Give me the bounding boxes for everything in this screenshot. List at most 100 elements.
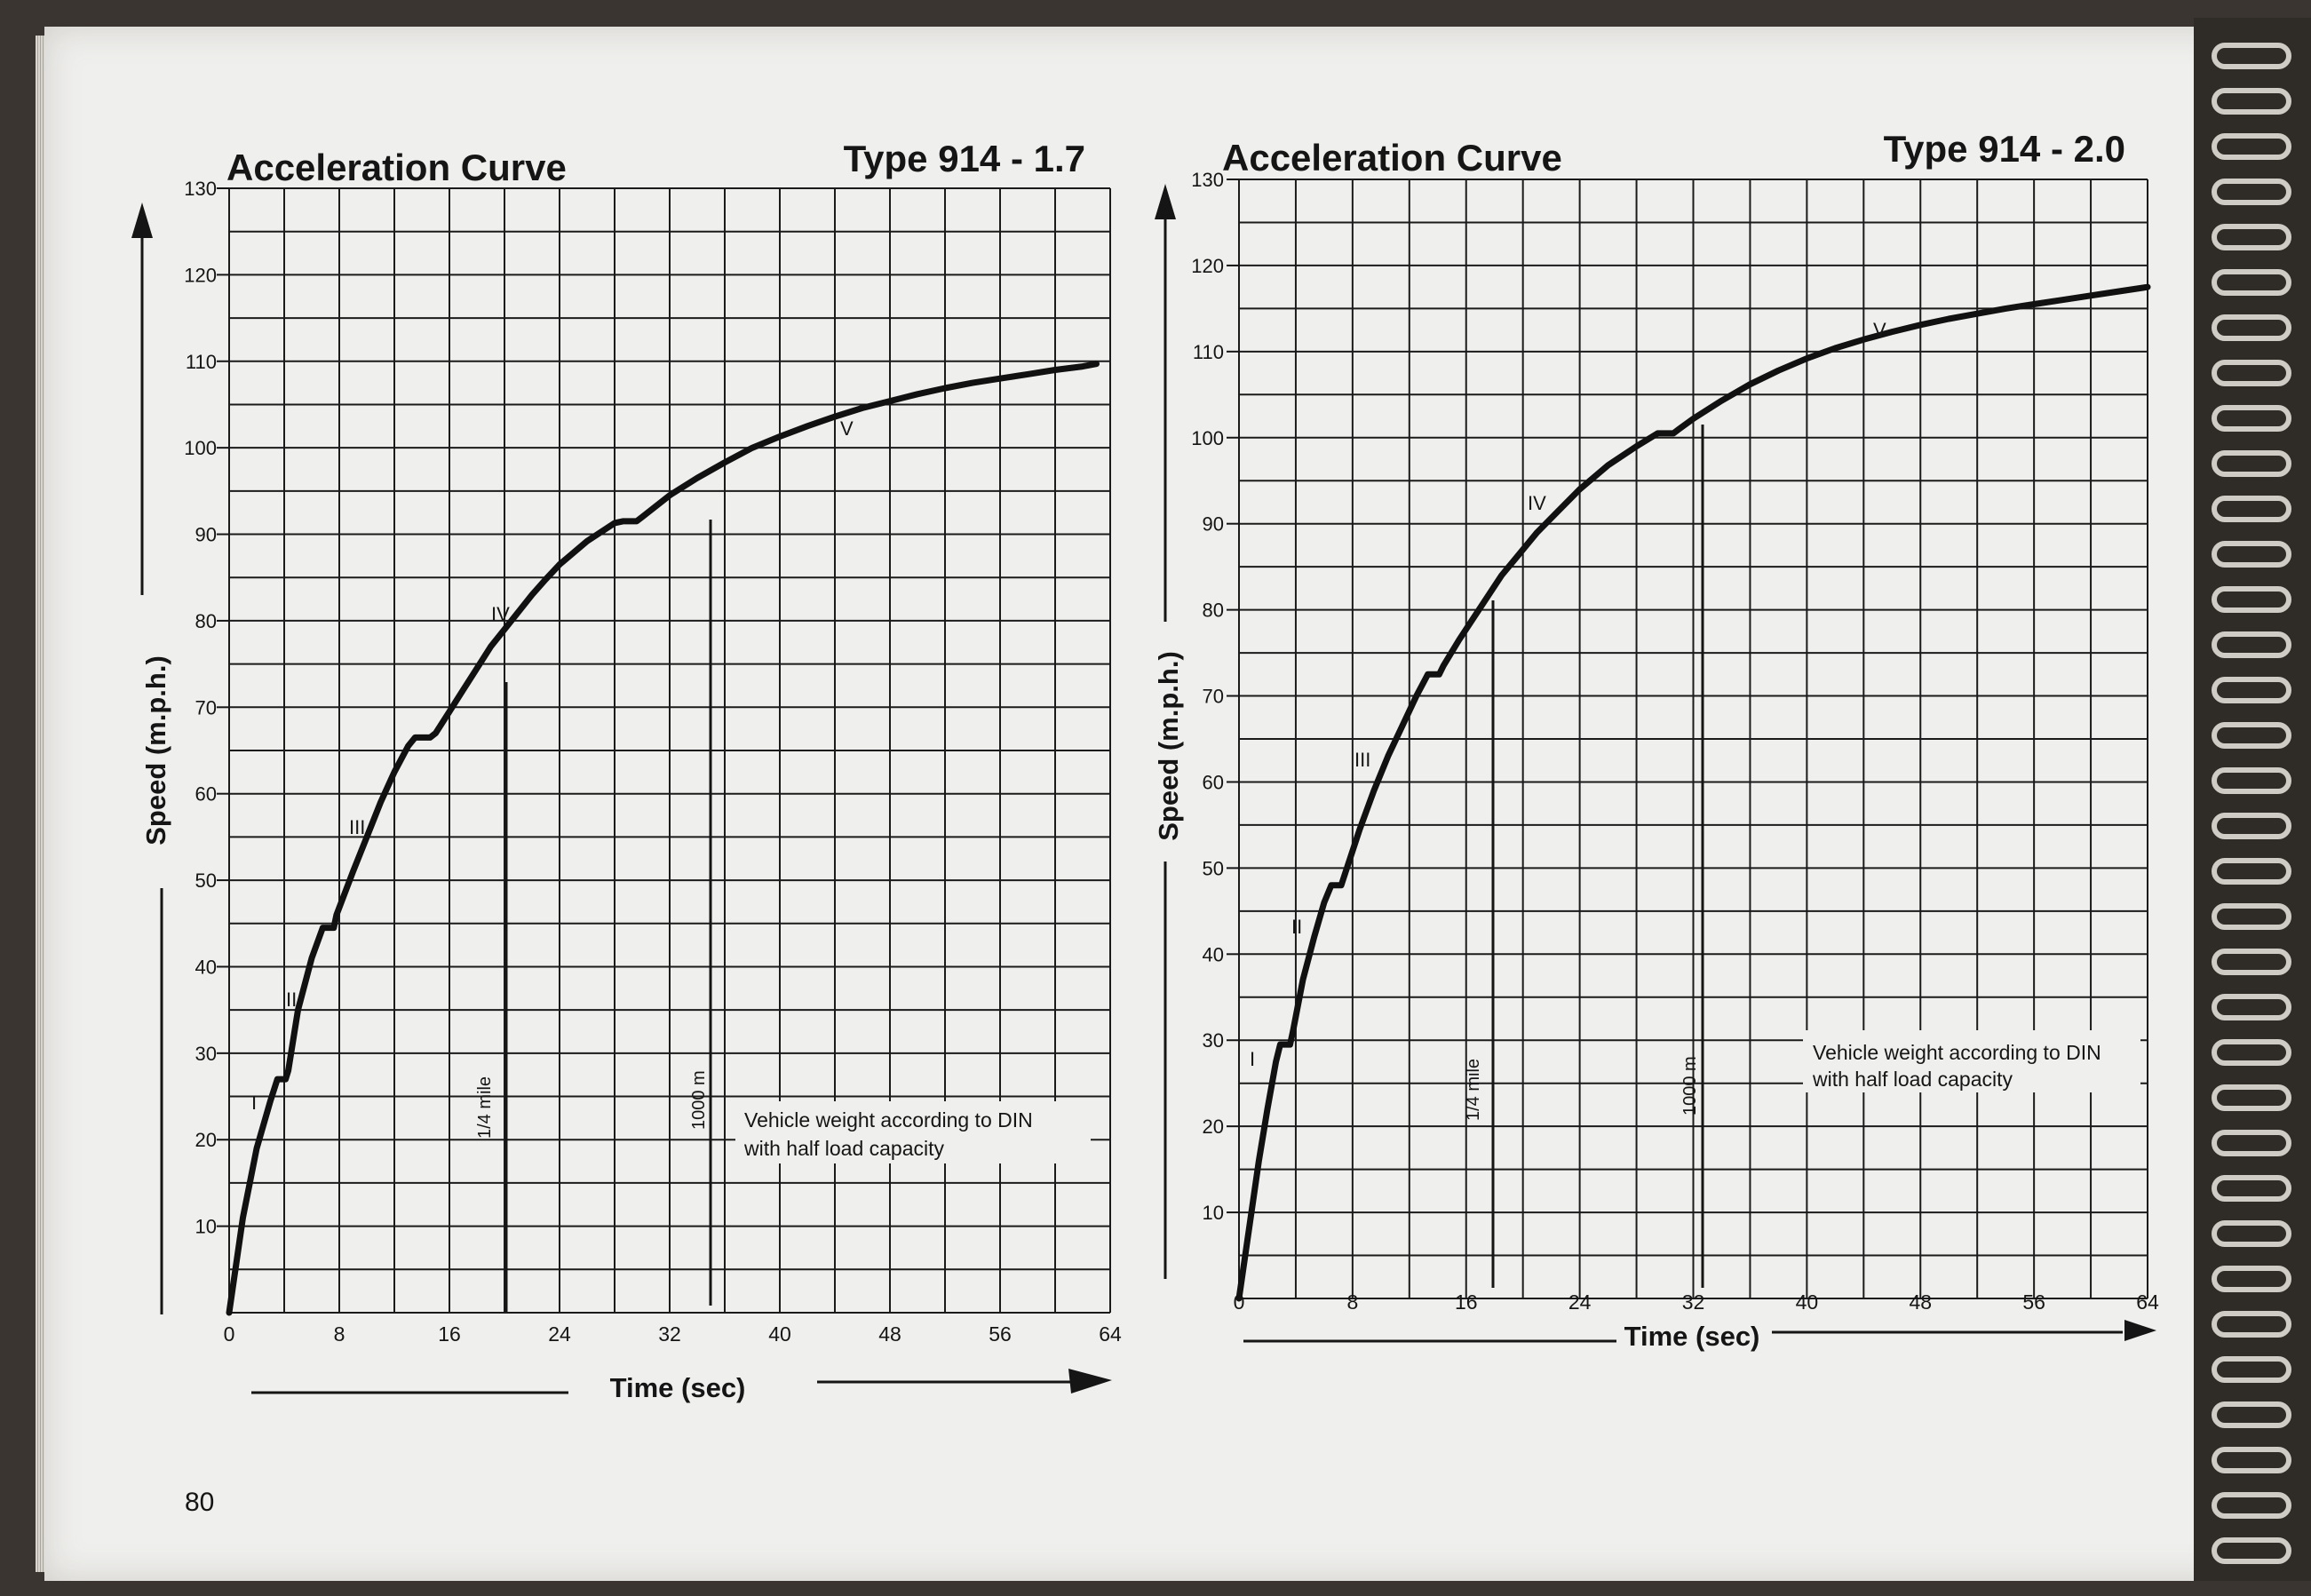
binding-ring bbox=[2212, 994, 2291, 1020]
x-tick-label: 64 bbox=[2136, 1290, 2159, 1314]
note-line-2: with half load capacity bbox=[1812, 1068, 2013, 1091]
x-tick-label: 48 bbox=[878, 1322, 901, 1346]
gear-label-II: II bbox=[1291, 916, 1302, 938]
chart-subtitle: Type 914 - 1.7 bbox=[844, 138, 1085, 179]
y-tick-label: 60 bbox=[1203, 771, 1224, 793]
binding-ring bbox=[2212, 1447, 2291, 1473]
gear-label-III: III bbox=[1354, 749, 1370, 771]
y-tick-label: 30 bbox=[1203, 1029, 1224, 1052]
y-tick-label: 100 bbox=[1191, 427, 1224, 449]
binding-ring bbox=[2212, 179, 2291, 205]
binding-ring bbox=[2212, 1356, 2291, 1383]
binding-ring bbox=[2212, 224, 2291, 250]
binding-ring bbox=[2212, 813, 2291, 839]
y-tick-label: 130 bbox=[184, 178, 217, 200]
y-axis-arrowhead bbox=[1155, 184, 1176, 219]
x-tick-label: 32 bbox=[658, 1322, 681, 1346]
chart-914-2-0: Acceleration Curve Type 914 - 2.0 10 20 30… bbox=[1153, 128, 2159, 1352]
binding-ring bbox=[2212, 450, 2291, 477]
note-background bbox=[735, 1101, 1091, 1163]
binding-ring bbox=[2212, 677, 2291, 703]
y-tick-label: 70 bbox=[1203, 686, 1224, 708]
gear-label-I: I bbox=[1250, 1048, 1255, 1070]
binding-ring bbox=[2212, 1084, 2291, 1111]
binding-ring bbox=[2212, 314, 2291, 341]
chart-914-1-7: Acceleration Curve Type 914 - 1.7 10 20 30… bbox=[131, 138, 1122, 1403]
y-axis-arrowhead bbox=[131, 202, 153, 238]
note-line-1: Vehicle weight according to DIN bbox=[744, 1108, 1033, 1131]
x-tick-labels: 0 8 16 24 32 40 48 56 64 bbox=[224, 1322, 1122, 1346]
y-axis-label: Speed (m.p.h.) bbox=[140, 655, 171, 846]
binding-ring bbox=[2212, 405, 2291, 432]
thousand-m-label: 1000 m bbox=[1680, 1056, 1700, 1116]
y-tick-label: 70 bbox=[195, 696, 217, 719]
binding-ring bbox=[2212, 1130, 2291, 1156]
y-tick-label: 40 bbox=[1203, 943, 1224, 965]
y-tick-label: 100 bbox=[184, 437, 217, 459]
x-axis-arrowhead bbox=[2124, 1320, 2156, 1341]
note-line-1: Vehicle weight according to DIN bbox=[1813, 1041, 2101, 1064]
binding-ring bbox=[2212, 1220, 2291, 1247]
gear-label-II: II bbox=[286, 989, 297, 1011]
binding-ring bbox=[2212, 903, 2291, 930]
y-tick-label: 120 bbox=[184, 264, 217, 286]
x-tick-label: 56 bbox=[989, 1322, 1012, 1346]
y-tick-label: 80 bbox=[195, 610, 217, 632]
x-tick-label: 40 bbox=[1796, 1290, 1819, 1314]
y-tick-labels: 10 20 30 40 50 60 70 80 90 100 110 120 130 bbox=[1191, 169, 1239, 1224]
x-tick-label: 56 bbox=[2022, 1290, 2045, 1314]
chart-subtitle: Type 914 - 2.0 bbox=[1884, 128, 2125, 170]
y-tick-label: 90 bbox=[195, 524, 217, 546]
binding-ring bbox=[2212, 1266, 2291, 1292]
y-tick-label: 60 bbox=[195, 783, 217, 806]
binding-ring bbox=[2212, 1492, 2291, 1519]
y-tick-labels: 10 20 30 40 50 60 70 80 90 100 110 120 130 bbox=[184, 178, 229, 1238]
quarter-mile-label: 1/4 mile bbox=[475, 1076, 495, 1139]
gear-label-V: V bbox=[840, 417, 854, 440]
y-tick-label: 120 bbox=[1191, 255, 1224, 277]
binding-ring bbox=[2212, 360, 2291, 386]
binding-ring bbox=[2212, 269, 2291, 296]
binding-ring bbox=[2212, 1311, 2291, 1338]
quarter-mile-label: 1/4 mile bbox=[1464, 1059, 1483, 1121]
y-tick-label: 20 bbox=[195, 1129, 217, 1151]
x-tick-label: 0 bbox=[224, 1322, 235, 1346]
x-tick-label: 8 bbox=[1346, 1290, 1358, 1314]
gear-label-I: I bbox=[251, 1092, 257, 1114]
book-page bbox=[44, 27, 2238, 1581]
x-tick-label: 8 bbox=[334, 1322, 345, 1346]
binding-ring bbox=[2212, 1039, 2291, 1066]
binding-ring bbox=[2212, 133, 2291, 160]
x-tick-label: 24 bbox=[548, 1322, 571, 1346]
y-tick-label: 130 bbox=[1191, 169, 1224, 191]
gear-label-IV: IV bbox=[1528, 492, 1546, 514]
y-tick-label: 50 bbox=[195, 869, 217, 892]
acceleration-curve-line bbox=[1235, 283, 2151, 1302]
binding-ring bbox=[2212, 631, 2291, 658]
binding-ring bbox=[2212, 1175, 2291, 1202]
chart-grid bbox=[228, 187, 1111, 1314]
x-axis-label: Time (sec) bbox=[1624, 1321, 1760, 1352]
y-tick-label: 80 bbox=[1203, 599, 1224, 622]
gear-label-V: V bbox=[1873, 319, 1886, 341]
x-tick-label: 24 bbox=[1568, 1290, 1592, 1314]
note-background bbox=[1803, 1030, 2140, 1092]
y-axis-label: Speed (m.p.h.) bbox=[1153, 651, 1184, 841]
binding-ring bbox=[2212, 722, 2291, 749]
x-axis-arrowhead bbox=[1068, 1369, 1112, 1394]
x-axis-label: Time (sec) bbox=[610, 1372, 746, 1403]
chart-title: Acceleration Curve bbox=[1222, 137, 1562, 179]
y-tick-label: 20 bbox=[1203, 1116, 1224, 1138]
chart-title: Acceleration Curve bbox=[226, 147, 567, 188]
x-tick-label: 16 bbox=[1455, 1290, 1478, 1314]
x-tick-label: 32 bbox=[1682, 1290, 1705, 1314]
x-tick-label: 48 bbox=[1909, 1290, 1932, 1314]
binding-ring bbox=[2212, 858, 2291, 885]
x-tick-label: 40 bbox=[768, 1322, 791, 1346]
binding-ring bbox=[2212, 767, 2291, 794]
x-tick-label: 64 bbox=[1099, 1322, 1122, 1346]
y-tick-label: 30 bbox=[195, 1043, 217, 1065]
y-tick-label: 110 bbox=[1193, 341, 1224, 363]
note-line-2: with half load capacity bbox=[743, 1137, 945, 1160]
